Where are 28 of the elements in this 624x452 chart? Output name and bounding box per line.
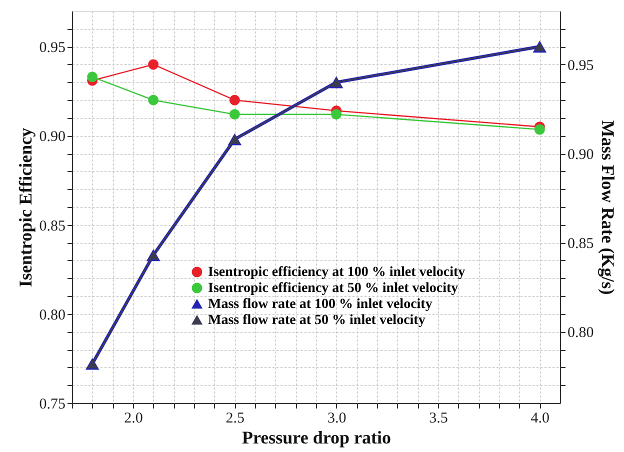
point	[148, 59, 159, 70]
x-tick-label: 4.0	[530, 410, 550, 426]
legend-label: Isentropic efficiency at 50 % inlet velocity	[208, 281, 458, 296]
y2-axis-title: Mass Flow Rate (Kg/s)	[598, 120, 618, 295]
y2-tick-label: 0.80	[568, 325, 594, 342]
y-tick-label: 0.90	[39, 129, 66, 146]
x-axis-title: Pressure drop ratio	[242, 428, 391, 448]
y2-tick-label: 0.90	[568, 147, 594, 164]
x-tick-label: 3.5	[429, 410, 448, 426]
legend-label: Isentropic efficiency at 100 % inlet velocity	[208, 265, 466, 280]
legend-label: Mass flow rate at 100 % inlet velocity	[208, 297, 432, 312]
x-tick-label: 2.5	[226, 410, 245, 426]
point	[331, 109, 342, 120]
y2-tick-label: 0.85	[568, 236, 594, 252]
y-axis-title: Isentropic Efficiency	[15, 128, 36, 288]
y-tick-label: 0.80	[39, 307, 66, 324]
point	[229, 109, 240, 120]
x-tick-label: 3.0	[327, 410, 346, 426]
y2-tick-label: 0.95	[568, 58, 594, 74]
legend-label: Mass flow rate at 50 % inlet velocity	[208, 313, 426, 328]
point	[148, 94, 159, 106]
point	[229, 94, 240, 106]
point	[87, 72, 98, 82]
y-tick-label: 0.85	[39, 218, 66, 234]
y-tick-label: 0.75	[39, 396, 66, 412]
point	[534, 124, 545, 135]
x-tick-label: 2.0	[124, 410, 143, 426]
y-tick-label: 0.95	[39, 40, 66, 56]
